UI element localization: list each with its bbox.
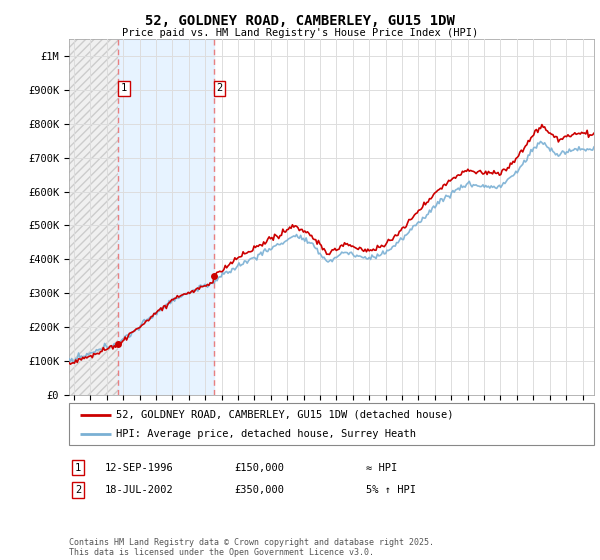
Text: 12-SEP-1996: 12-SEP-1996 [105,463,174,473]
Bar [69,39,118,395]
Text: 2: 2 [217,83,223,93]
Text: Price paid vs. HM Land Registry's House Price Index (HPI): Price paid vs. HM Land Registry's House … [122,28,478,38]
Bar [118,39,214,395]
Text: HPI: Average price, detached house, Surrey Heath: HPI: Average price, detached house, Surr… [116,429,416,439]
Text: 1: 1 [121,83,127,93]
Text: 52, GOLDNEY ROAD, CAMBERLEY, GU15 1DW (detached house): 52, GOLDNEY ROAD, CAMBERLEY, GU15 1DW (d… [116,409,454,419]
Text: 52, GOLDNEY ROAD, CAMBERLEY, GU15 1DW: 52, GOLDNEY ROAD, CAMBERLEY, GU15 1DW [145,14,455,28]
Text: ≈ HPI: ≈ HPI [366,463,397,473]
Text: £150,000: £150,000 [234,463,284,473]
Bar [69,39,118,395]
Text: 18-JUL-2002: 18-JUL-2002 [105,485,174,495]
Text: Contains HM Land Registry data © Crown copyright and database right 2025.
This d: Contains HM Land Registry data © Crown c… [69,538,434,557]
Text: 1: 1 [75,463,81,473]
Text: 5% ↑ HPI: 5% ↑ HPI [366,485,416,495]
Text: 2: 2 [75,485,81,495]
Text: £350,000: £350,000 [234,485,284,495]
